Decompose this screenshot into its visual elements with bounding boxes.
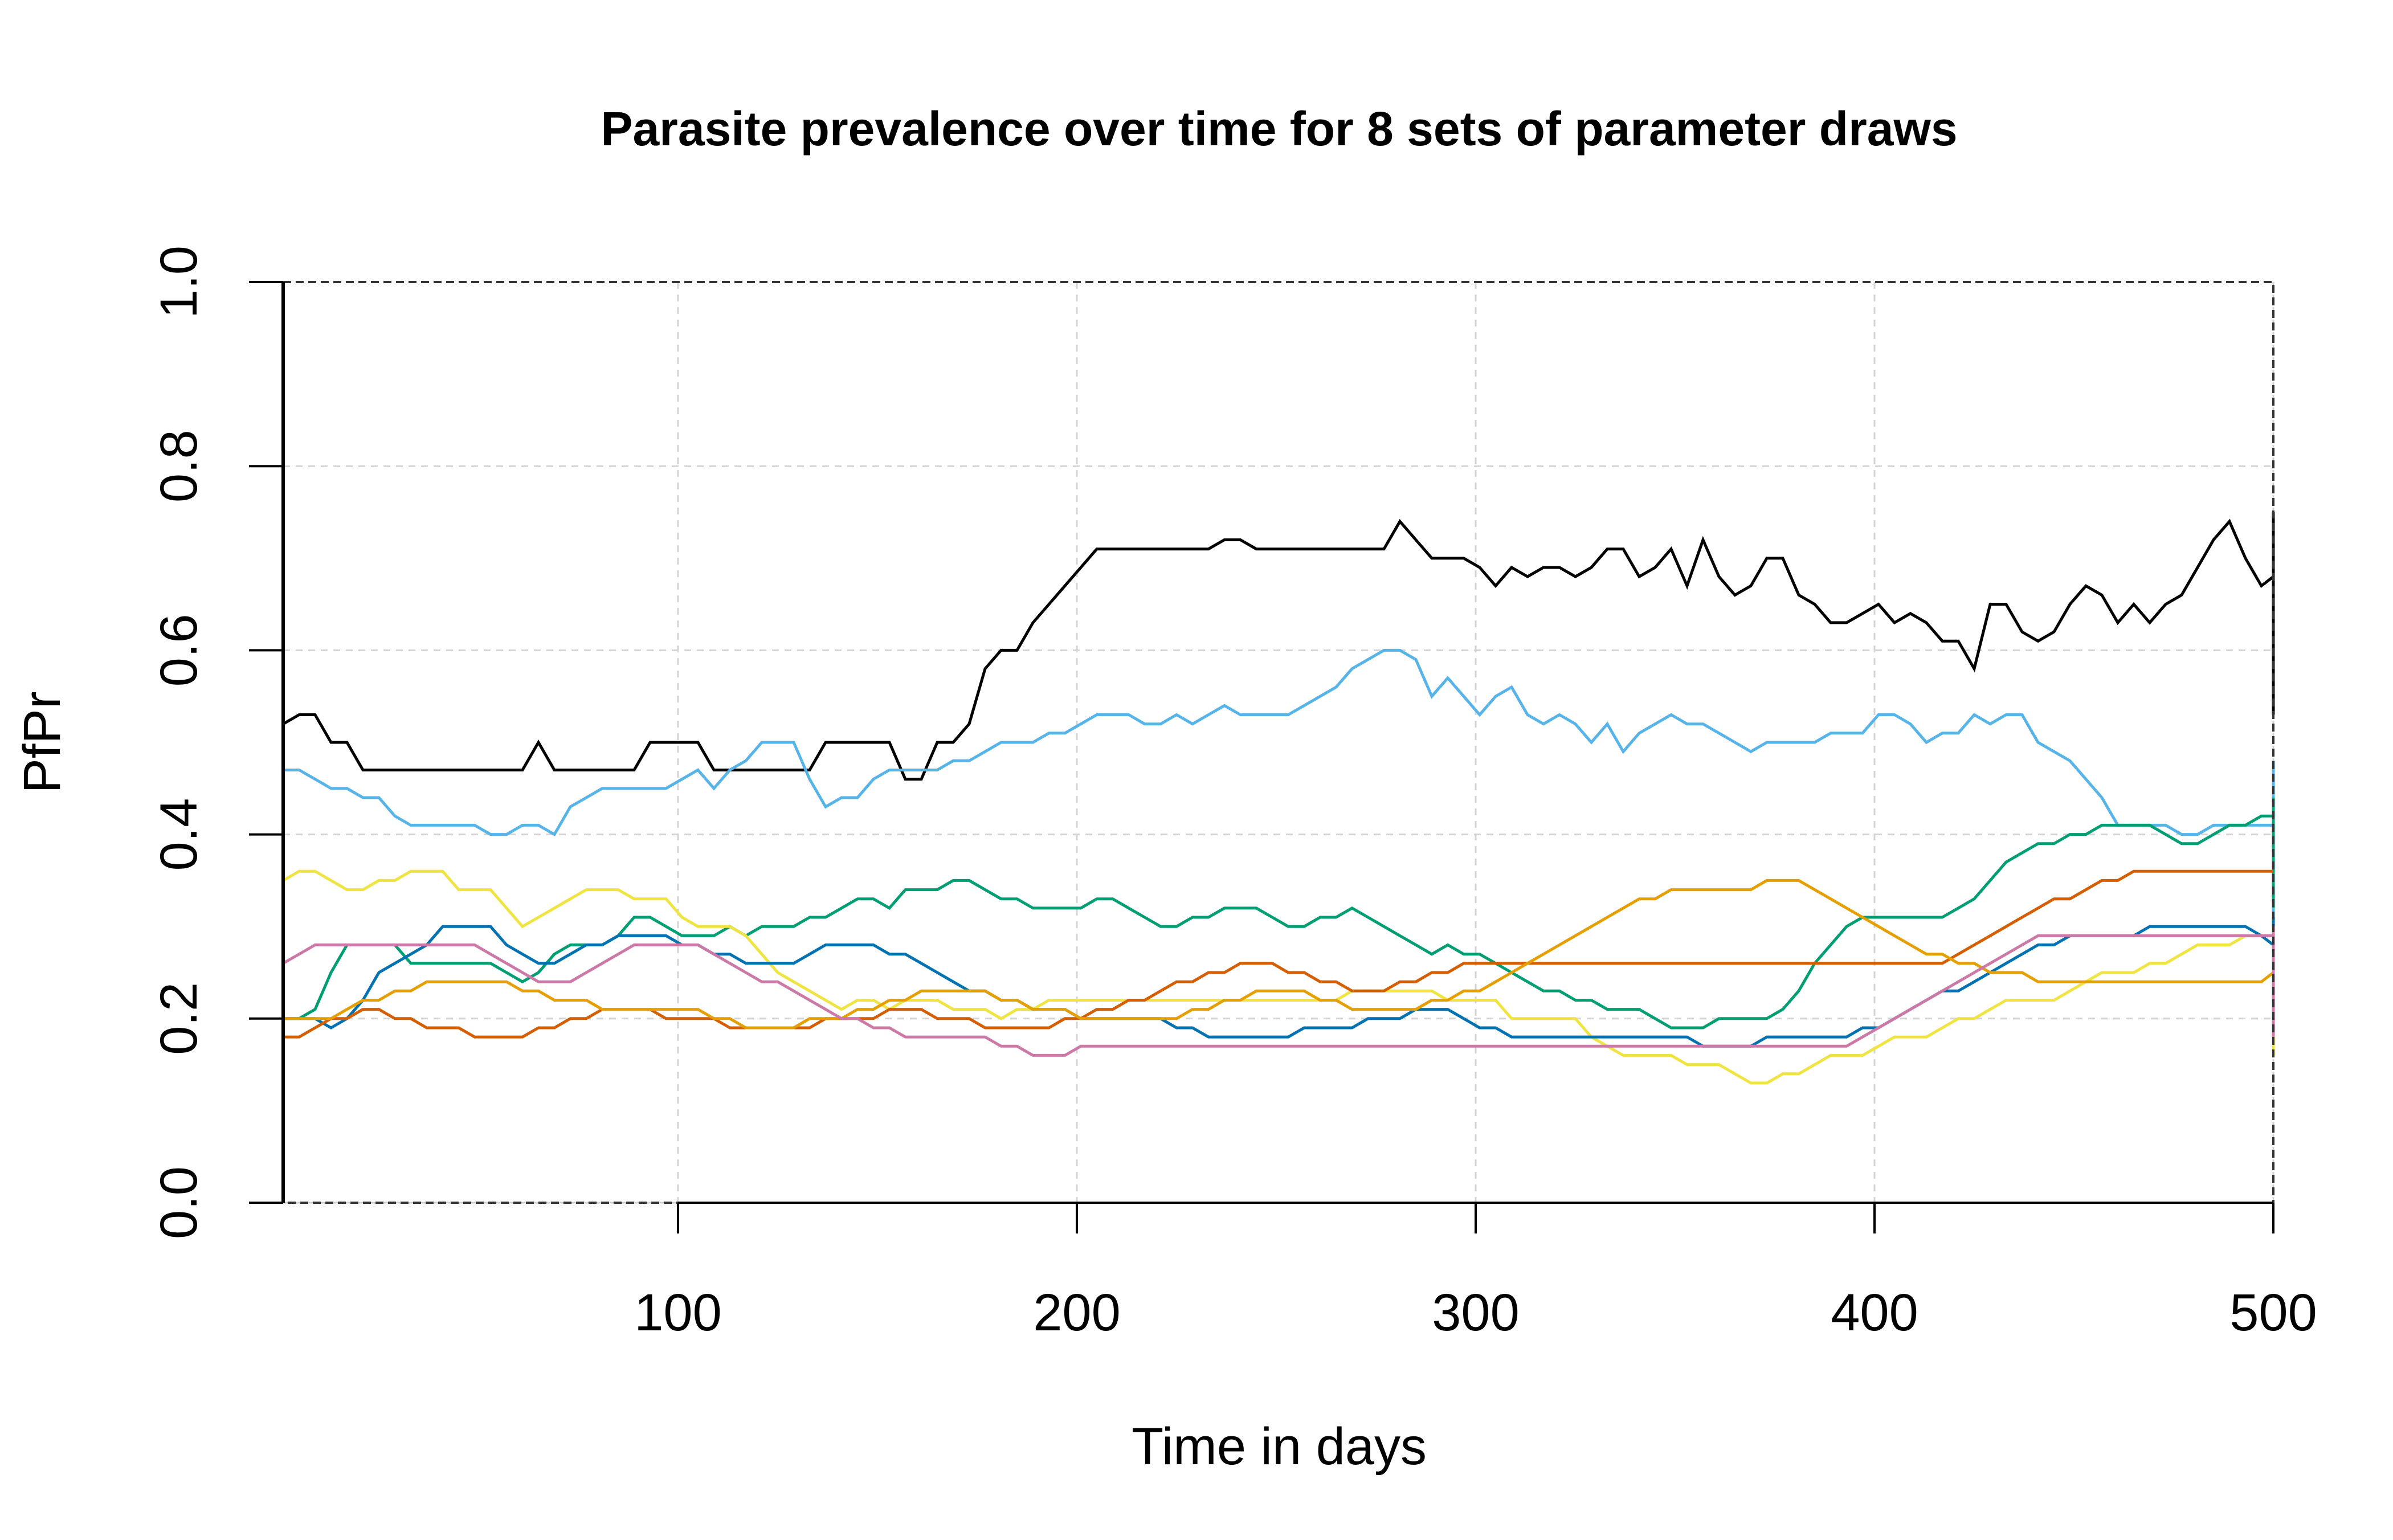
y-tick-label: 0.6	[150, 614, 208, 687]
x-axis-label: Time in days	[1132, 1418, 1427, 1476]
chart-title: Parasite prevalence over time for 8 sets…	[601, 102, 1957, 156]
y-tick-label: 0.4	[150, 798, 208, 871]
x-axis: 100 200 300 400 500	[634, 1202, 2317, 1342]
y-tick-label: 0.0	[150, 1166, 208, 1239]
series-line-4	[282, 869, 2275, 1085]
x-tick-label: 400	[1831, 1284, 1918, 1342]
x-tick-label: 500	[2229, 1284, 2317, 1342]
x-tick-label: 300	[1432, 1284, 1520, 1342]
y-tick-label: 0.8	[150, 430, 208, 503]
y-axis-label: PfPr	[13, 692, 71, 794]
y-tick-label: 1.0	[150, 246, 208, 318]
x-tick-label: 200	[1033, 1284, 1121, 1342]
y-tick-label: 0.2	[150, 982, 208, 1055]
series-line-7	[283, 879, 2275, 1030]
y-axis: 0.0 0.2 0.4 0.6 0.8 1.0	[150, 246, 284, 1239]
series-line-3	[283, 798, 2275, 1030]
x-tick-label: 100	[634, 1284, 722, 1342]
